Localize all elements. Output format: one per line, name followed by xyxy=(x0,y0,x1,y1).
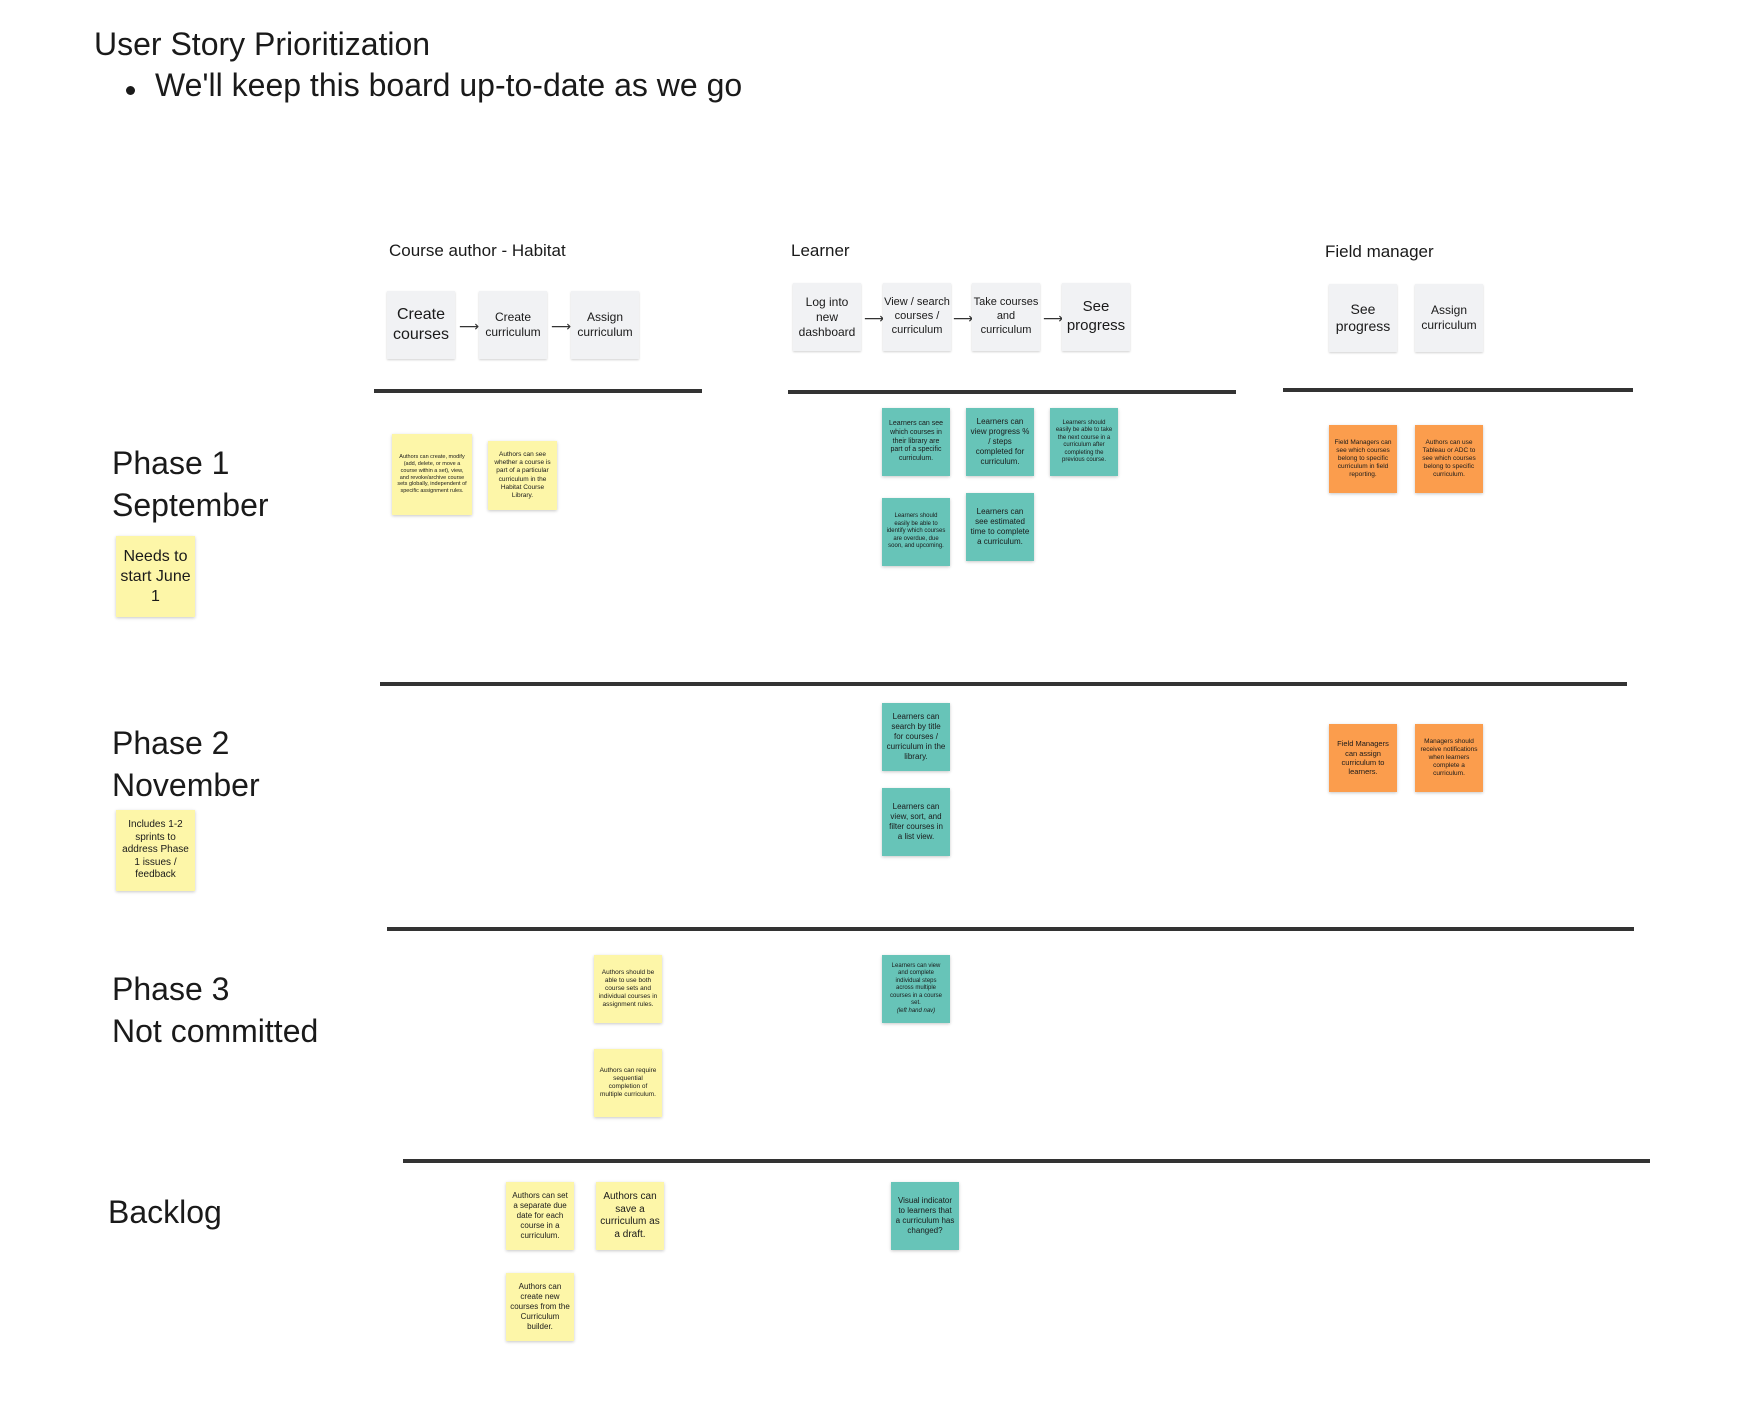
sticky-note-subtext: (left hand nav) xyxy=(896,1007,936,1014)
arrow-icon: ⟶ xyxy=(864,310,885,326)
arrow-icon: ⟶ xyxy=(1043,310,1064,326)
persona-learner: Learner xyxy=(791,241,850,260)
bullet-dot xyxy=(126,86,135,95)
sticky-note[interactable]: Learners can see which courses in their … xyxy=(882,408,950,476)
sticky-note[interactable]: Field Managers can see which courses bel… xyxy=(1329,425,1397,493)
board-bullet: We'll keep this board up-to-date as we g… xyxy=(155,67,743,103)
sticky-note[interactable]: Authors can save a curriculum as a draft… xyxy=(596,1182,664,1250)
sticky-note-text: Learners can view and complete individua… xyxy=(889,962,943,1007)
step-assign-curriculum[interactable]: Assign curriculum xyxy=(571,291,639,359)
arrow-icon: ⟶ xyxy=(551,318,572,334)
sticky-note[interactable]: Learners can view and complete individua… xyxy=(882,955,950,1023)
persona-field-manager: Field manager xyxy=(1325,242,1434,261)
sticky-note[interactable]: Authors can require sequential completio… xyxy=(594,1049,662,1117)
arrow-icon: ⟶ xyxy=(953,310,974,326)
step-take-courses[interactable]: Take courses and curriculum xyxy=(972,283,1040,351)
persona-course-author: Course author - Habitat xyxy=(389,241,566,260)
phase-divider xyxy=(387,927,1634,931)
phase-2-label: Phase 2 November xyxy=(112,725,260,803)
arrow-icon: ⟶ xyxy=(459,318,480,334)
backlog-label: Backlog xyxy=(108,1194,222,1230)
persona-divider xyxy=(1283,388,1633,392)
persona-divider xyxy=(374,389,702,393)
sticky-note[interactable]: Managers should receive notifications wh… xyxy=(1415,724,1483,792)
sticky-note[interactable]: Authors can set a separate due date for … xyxy=(506,1182,574,1250)
step-manager-see-progress[interactable]: See progress xyxy=(1329,284,1397,352)
sticky-note[interactable]: Authors can use Tableau or ADC to see wh… xyxy=(1415,425,1483,493)
board-title: User Story Prioritization xyxy=(94,26,431,62)
sticky-note[interactable]: Visual indicator to learners that a curr… xyxy=(891,1182,959,1250)
sticky-note[interactable]: Authors can see whether a course is part… xyxy=(488,441,557,510)
sticky-note[interactable]: Field Managers can assign curriculum to … xyxy=(1329,724,1397,792)
step-create-courses[interactable]: Create courses xyxy=(387,291,455,359)
step-view-search-courses[interactable]: View / search courses / curriculum xyxy=(883,283,951,351)
sticky-note[interactable]: Learners should easily be able to take t… xyxy=(1050,408,1118,476)
phase-divider xyxy=(403,1159,1650,1163)
step-log-into-dashboard[interactable]: Log into new dashboard xyxy=(793,283,861,351)
sticky-note[interactable]: Learners can view progress % / steps com… xyxy=(966,408,1034,476)
phase-1-note[interactable]: Needs to start June 1 xyxy=(116,536,195,617)
sticky-note[interactable]: Authors can create new courses from the … xyxy=(506,1273,574,1341)
step-create-curriculum[interactable]: Create curriculum xyxy=(479,291,547,359)
persona-divider xyxy=(788,390,1236,394)
sticky-note[interactable]: Authors should be able to use both cours… xyxy=(594,955,662,1023)
phase-2-note[interactable]: Includes 1-2 sprints to address Phase 1 … xyxy=(116,810,195,891)
step-manager-assign-curriculum[interactable]: Assign curriculum xyxy=(1415,284,1483,352)
sticky-note[interactable]: Learners should easily be able to identi… xyxy=(882,498,950,566)
sticky-note[interactable]: Learners can search by title for courses… xyxy=(882,703,950,771)
step-see-progress[interactable]: See progress xyxy=(1062,283,1130,351)
sticky-note[interactable]: Authors can create, modify (add, delete,… xyxy=(392,434,472,515)
sticky-note[interactable]: Learners can see estimated time to compl… xyxy=(966,493,1034,561)
phase-divider xyxy=(380,682,1627,686)
sticky-note[interactable]: Learners can view, sort, and filter cour… xyxy=(882,788,950,856)
phase-1-label: Phase 1 September xyxy=(112,445,269,523)
phase-3-label: Phase 3 Not committed xyxy=(112,971,319,1049)
